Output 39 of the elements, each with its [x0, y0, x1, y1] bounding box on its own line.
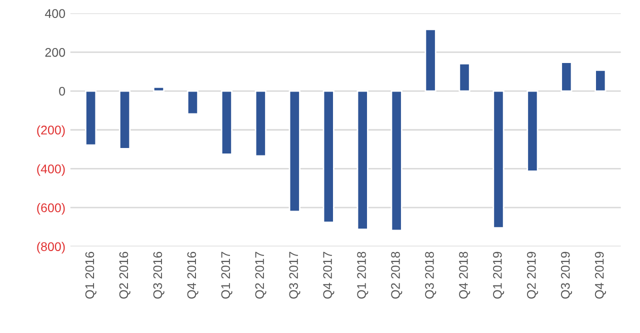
x-tick-label: Q2 2018 [391, 252, 402, 299]
x-tick-label: Q3 2016 [153, 252, 164, 299]
x-tick-label: Q2 2017 [255, 252, 266, 299]
bar [458, 62, 470, 92]
bar [152, 86, 165, 92]
y-tick-label: (600) [37, 203, 65, 215]
bar [390, 90, 402, 232]
x-tick-label: Q2 2016 [119, 252, 130, 299]
x-tick-label: Q1 2018 [357, 252, 368, 299]
x-tick-label: Q4 2016 [187, 252, 198, 299]
bar [220, 90, 232, 155]
bar [186, 90, 198, 115]
bar [84, 90, 97, 146]
x-tick-label: Q4 2017 [323, 252, 334, 299]
bar [424, 28, 436, 92]
x-tick-label: Q3 2019 [560, 252, 572, 299]
x-tick-label: Q1 2016 [85, 252, 96, 299]
x-tick-label: Q3 2018 [425, 252, 436, 299]
bar [560, 62, 572, 92]
x-tick-label: Q3 2017 [289, 252, 300, 299]
bar [254, 90, 266, 157]
y-tick-label: 400 [44, 9, 66, 18]
x-tick-label: Q1 2019 [492, 252, 504, 299]
x-tick-label: Q4 2018 [459, 252, 470, 299]
y-tick-label: (200) [37, 125, 65, 137]
bar [288, 90, 300, 212]
x-tick-label: Q1 2017 [221, 252, 232, 299]
x-tick-label: Q4 2019 [594, 252, 606, 299]
y-tick-label: (400) [37, 164, 65, 176]
y-tick-label: 0 [59, 86, 66, 96]
bar [322, 90, 334, 224]
bar [492, 90, 504, 228]
x-tick-label: Q2 2019 [526, 252, 538, 299]
bar [356, 90, 368, 230]
y-tick-label: (800) [37, 242, 65, 254]
bar [118, 90, 131, 150]
y-tick-label: 200 [45, 48, 66, 57]
bar [526, 90, 538, 172]
bar [594, 70, 606, 92]
